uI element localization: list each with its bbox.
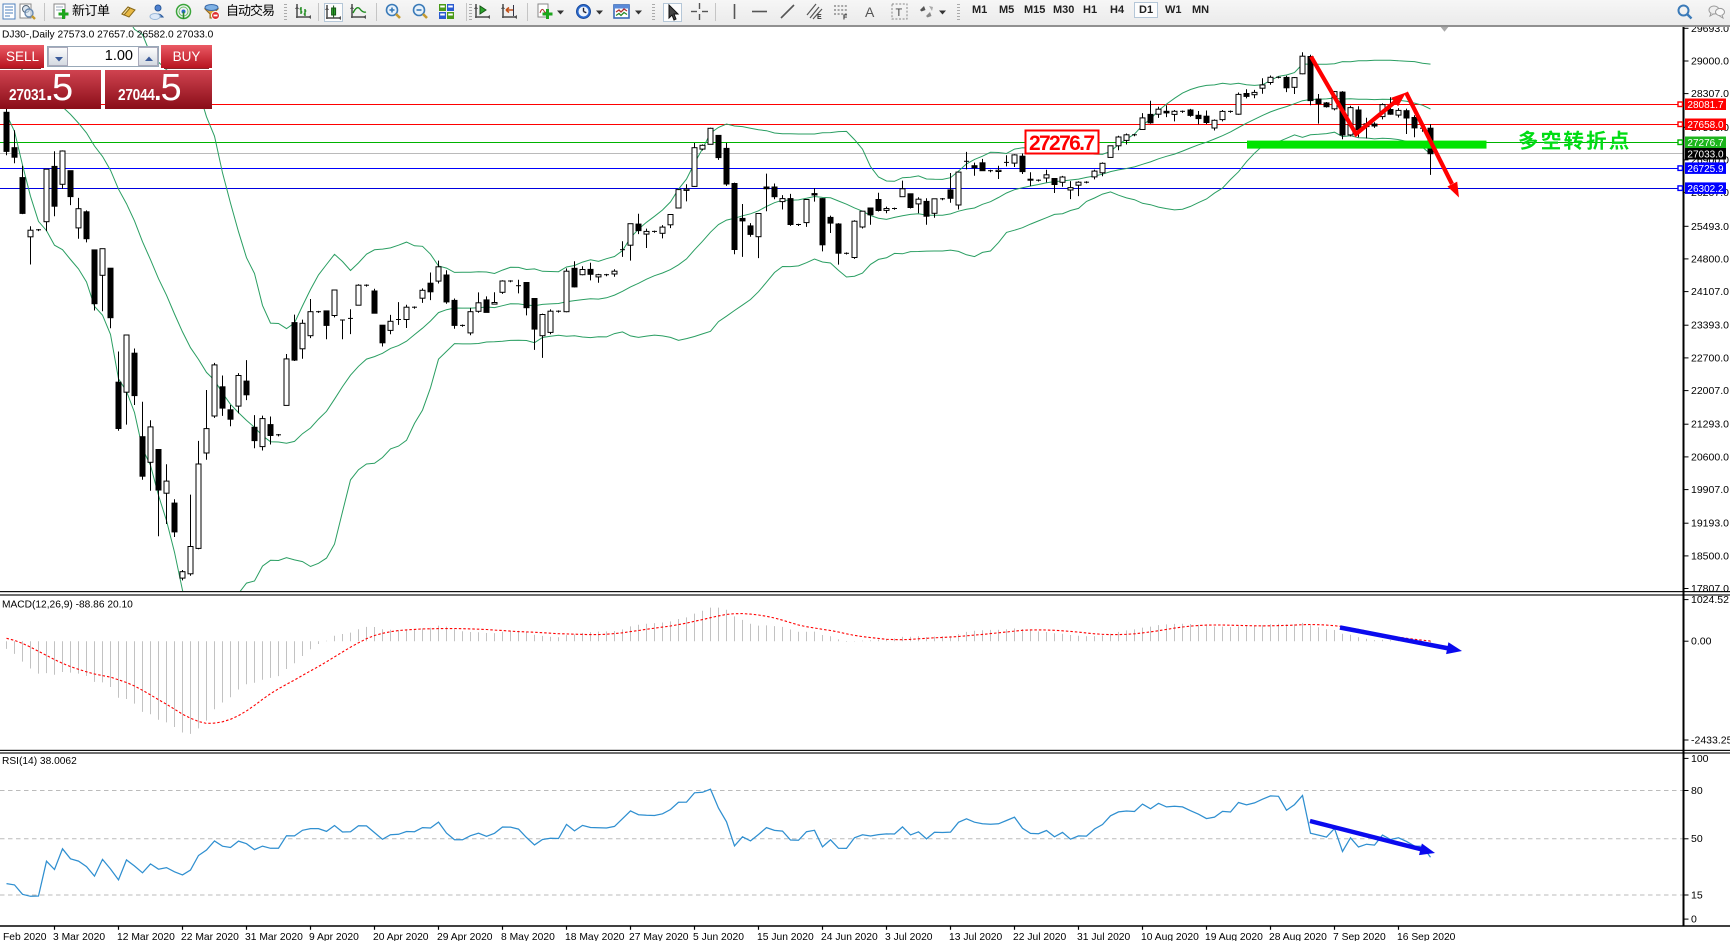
svg-text:12 Mar 2020: 12 Mar 2020 (117, 932, 175, 941)
svg-text:27658.0: 27658.0 (1687, 120, 1724, 131)
svg-text:1024.52: 1024.52 (1691, 594, 1729, 606)
svg-text:15: 15 (1691, 890, 1703, 902)
svg-text:24 Jun 2020: 24 Jun 2020 (821, 932, 878, 941)
svg-text:17807.0: 17807.0 (1691, 583, 1729, 595)
svg-text:T: T (896, 7, 903, 19)
svg-text:21293.0: 21293.0 (1691, 419, 1729, 431)
svg-text:24107.0: 24107.0 (1691, 286, 1729, 298)
svg-text:13 Jul 2020: 13 Jul 2020 (949, 932, 1003, 941)
svg-text:26302.2: 26302.2 (1687, 184, 1724, 195)
svg-text:50: 50 (1691, 833, 1703, 845)
svg-text:22700.0: 22700.0 (1691, 352, 1729, 364)
svg-text:22 Jul 2020: 22 Jul 2020 (1013, 932, 1067, 941)
svg-text:15 Jun 2020: 15 Jun 2020 (757, 932, 814, 941)
svg-text:20600.0: 20600.0 (1691, 451, 1729, 463)
svg-text:E: E (817, 14, 822, 20)
svg-text:29000.0: 29000.0 (1691, 56, 1729, 68)
svg-text:18 May 2020: 18 May 2020 (565, 932, 625, 941)
svg-text:19907.0: 19907.0 (1691, 484, 1729, 496)
svg-text:24800.0: 24800.0 (1691, 253, 1729, 265)
svg-text:A: A (865, 4, 875, 20)
svg-text:10 Aug 2020: 10 Aug 2020 (1141, 932, 1199, 941)
svg-text:27 May 2020: 27 May 2020 (629, 932, 689, 941)
svg-text:18500.0: 18500.0 (1691, 550, 1729, 562)
svg-text:16 Sep 2020: 16 Sep 2020 (1397, 932, 1456, 941)
svg-text:19 Aug 2020: 19 Aug 2020 (1205, 932, 1263, 941)
svg-text:31 Mar 2020: 31 Mar 2020 (245, 932, 303, 941)
svg-text:3 Mar 2020: 3 Mar 2020 (53, 932, 105, 941)
svg-text:80: 80 (1691, 785, 1703, 797)
svg-text:28 Aug 2020: 28 Aug 2020 (1269, 932, 1327, 941)
svg-text:28081.7: 28081.7 (1687, 100, 1724, 111)
svg-text:3 Jul 2020: 3 Jul 2020 (885, 932, 933, 941)
svg-text:27276.7: 27276.7 (1687, 138, 1724, 149)
svg-text:7 Sep 2020: 7 Sep 2020 (1333, 932, 1386, 941)
svg-text:19193.0: 19193.0 (1691, 518, 1729, 530)
svg-text:0.00: 0.00 (1691, 636, 1712, 648)
svg-text:20 Apr 2020: 20 Apr 2020 (373, 932, 429, 941)
svg-text:25493.0: 25493.0 (1691, 221, 1729, 233)
svg-text:0: 0 (1691, 914, 1697, 926)
svg-text:5 Jun 2020: 5 Jun 2020 (693, 932, 744, 941)
svg-text:28307.0: 28307.0 (1691, 88, 1729, 100)
svg-text:22 Mar 2020: 22 Mar 2020 (181, 932, 239, 941)
svg-text:Feb 2020: Feb 2020 (3, 932, 47, 941)
svg-text:31 Jul 2020: 31 Jul 2020 (1077, 932, 1131, 941)
svg-text:26725.9: 26725.9 (1687, 164, 1724, 175)
svg-text:100: 100 (1691, 753, 1709, 765)
svg-text:27033.0: 27033.0 (1687, 150, 1724, 161)
svg-text:DJ30-,Daily 27573.0 27657.0 2: DJ30-,Daily 27573.0 27657.0 26582.0 2703… (2, 30, 214, 41)
svg-text:F: F (843, 15, 848, 21)
svg-text:9 Apr 2020: 9 Apr 2020 (309, 932, 359, 941)
svg-text:MACD(12,26,9) -88.86 20.10: MACD(12,26,9) -88.86 20.10 (2, 600, 133, 611)
svg-text:29 Apr 2020: 29 Apr 2020 (437, 932, 493, 941)
svg-text:23393.0: 23393.0 (1691, 320, 1729, 332)
svg-text:27276.7: 27276.7 (1029, 132, 1095, 155)
svg-text:22007.0: 22007.0 (1691, 385, 1729, 397)
svg-text:-2433.25: -2433.25 (1691, 735, 1730, 747)
svg-text:8 May 2020: 8 May 2020 (501, 932, 555, 941)
svg-text:RSI(14) 38.0062: RSI(14) 38.0062 (2, 756, 77, 767)
